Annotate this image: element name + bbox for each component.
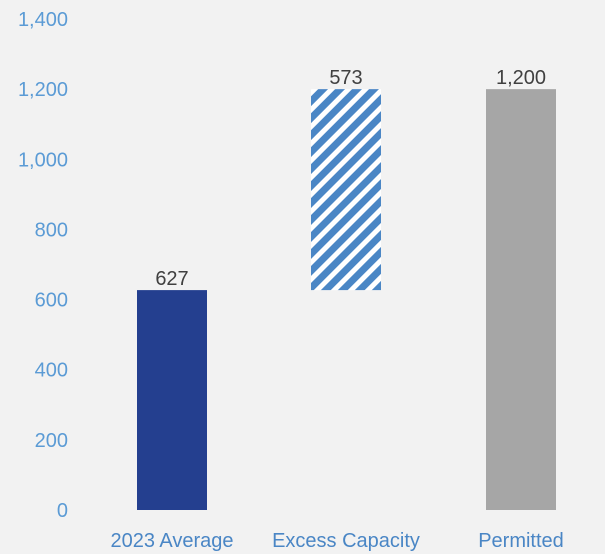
- y-tick-label: 400: [35, 360, 68, 382]
- x-category-label: Excess Capacity: [272, 530, 420, 552]
- bars: 627 573 1,200: [137, 67, 556, 511]
- data-label: 573: [329, 67, 362, 89]
- y-tick-label: 800: [35, 219, 68, 241]
- x-category-label: 2023 Average: [110, 530, 233, 552]
- data-label: 627: [155, 268, 188, 290]
- y-tick-label: 1,000: [18, 149, 68, 171]
- bar-excess-capacity: [311, 89, 381, 291]
- y-axis: 0 200 400 600 800 1,000 1,200 1,400: [18, 9, 68, 522]
- data-label: 1,200: [496, 67, 546, 89]
- x-axis: 2023 Average Excess Capacity Permitted: [110, 530, 563, 552]
- y-tick-label: 1,400: [18, 9, 68, 31]
- y-tick-label: 0: [57, 500, 68, 522]
- x-category-label: Permitted: [478, 530, 564, 552]
- bar-permitted: [486, 89, 556, 511]
- y-tick-label: 1,200: [18, 79, 68, 101]
- bar-2023-average: [137, 290, 207, 510]
- y-tick-label: 600: [35, 290, 68, 312]
- y-tick-label: 200: [35, 430, 68, 452]
